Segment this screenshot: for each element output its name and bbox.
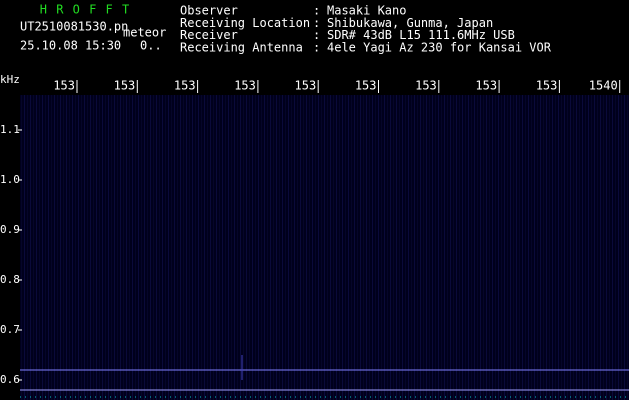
counter: 0.. bbox=[140, 39, 162, 53]
field-separator: : bbox=[313, 16, 320, 30]
x-tick-label: 153 bbox=[475, 79, 497, 93]
field-label: Receiving Antenna bbox=[180, 40, 303, 54]
x-tick-label: 153 bbox=[536, 79, 558, 93]
file-name: UT2510081530.pn bbox=[20, 20, 128, 34]
field-separator: : bbox=[313, 28, 320, 42]
y-tick-label: 0.7 bbox=[0, 323, 20, 336]
app-title: H R O F F T bbox=[40, 3, 130, 17]
y-tick-label: 1.1 bbox=[0, 123, 20, 136]
field-separator: : bbox=[313, 40, 320, 54]
field-value: Masaki Kano bbox=[327, 4, 406, 18]
x-tick-label: 153 bbox=[295, 79, 317, 93]
x-tick-label: 153 bbox=[234, 79, 256, 93]
x-tick-label: 153 bbox=[53, 79, 75, 93]
field-label: Receiver bbox=[180, 28, 238, 42]
x-tick-label: 153 bbox=[355, 79, 377, 93]
x-tick-label: 153 bbox=[114, 79, 136, 93]
x-tick-label: 153 bbox=[415, 79, 437, 93]
y-tick-label: 1.0 bbox=[0, 173, 20, 186]
y-tick-label: 0.9 bbox=[0, 223, 20, 236]
spectrogram bbox=[20, 95, 629, 400]
y-unit: kHz bbox=[0, 73, 20, 86]
field-label: Receiving Location bbox=[180, 16, 310, 30]
field-value: Shibukawa, Gunma, Japan bbox=[327, 16, 493, 30]
mode: meteor bbox=[123, 26, 166, 40]
datetime: 25.10.08 15:30 bbox=[20, 39, 121, 53]
x-tick-label: 1540 bbox=[589, 79, 618, 93]
field-value: SDR# 43dB L15 111.6MHz USB bbox=[327, 28, 515, 42]
field-separator: : bbox=[313, 4, 320, 18]
y-tick-label: 0.8 bbox=[0, 273, 20, 286]
field-label: Observer bbox=[180, 4, 238, 18]
x-tick-label: 153 bbox=[174, 79, 196, 93]
field-value: 4ele Yagi Az 230 for Kansai VOR bbox=[327, 40, 552, 54]
y-tick-label: 0.6 bbox=[0, 373, 20, 386]
